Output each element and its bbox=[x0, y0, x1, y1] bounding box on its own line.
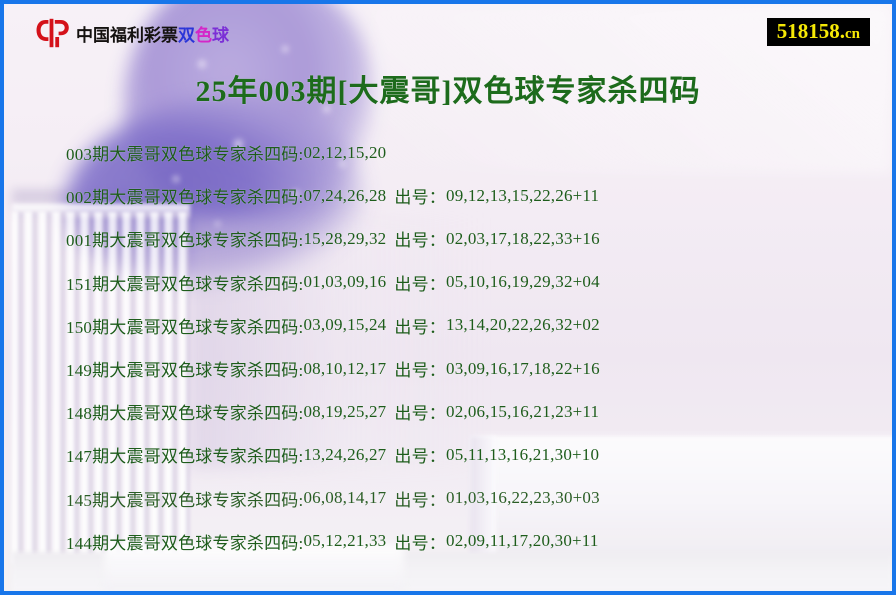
badge-text: 518158.cn bbox=[777, 19, 860, 43]
list-item: 145期大震哥双色球专家杀四码: 06,08,14,17 出号： 01,03,16,2… bbox=[66, 477, 892, 520]
row-kill-numbers: 07,24,26,28 bbox=[303, 185, 387, 205]
list-item: 003期大震哥双色球专家杀四码: 02,12,15,20 bbox=[66, 131, 892, 174]
page-title: 25年003期[大震哥]双色球专家杀四码 bbox=[195, 75, 701, 108]
row-kill-numbers: 08,19,25,27 bbox=[303, 401, 387, 421]
row-kill-numbers: 01,03,09,16 bbox=[303, 272, 387, 292]
row-out-numbers: 09,12,13,15,22,26+11 bbox=[446, 185, 600, 205]
list-item: 151期大震哥双色球专家杀四码: 01,03,09,16 出号： 05,10,16,1… bbox=[66, 261, 892, 304]
list-item: 001期大震哥双色球专家杀四码: 15,28,29,32 出号： 02,03,17,1… bbox=[66, 217, 892, 260]
list-item: 002期大震哥双色球专家杀四码: 07,24,26,28 出号： 09,12,13,1… bbox=[66, 174, 892, 217]
row-out-numbers: 05,10,16,19,29,32+04 bbox=[446, 272, 600, 292]
china-welfare-lottery-emblem-icon bbox=[36, 18, 69, 48]
logo-product-char-2: 色 bbox=[195, 25, 212, 46]
row-out-label: 出号： bbox=[394, 533, 446, 553]
logo-product-char-1: 双 bbox=[178, 25, 195, 46]
row-prefix: 150期大震哥双色球专家杀四码: bbox=[66, 317, 304, 337]
row-prefix: 001期大震哥双色球专家杀四码: bbox=[66, 231, 304, 251]
row-prefix: 151期大震哥双色球专家杀四码: bbox=[66, 274, 304, 294]
list-item: 148期大震哥双色球专家杀四码: 08,19,25,27 出号： 02,06,15,1… bbox=[66, 390, 892, 433]
row-kill-numbers: 02,12,15,20 bbox=[303, 142, 387, 162]
row-out-numbers: 02,09,11,17,20,30+11 bbox=[446, 531, 599, 551]
site-domain-badge[interactable]: 518158.cn bbox=[766, 18, 870, 46]
row-kill-numbers: 06,08,14,17 bbox=[303, 488, 387, 508]
row-out-numbers: 01,03,16,22,23,30+03 bbox=[446, 488, 600, 508]
row-prefix: 147期大震哥双色球专家杀四码: bbox=[66, 447, 304, 467]
row-out-numbers: 02,03,17,18,22,33+16 bbox=[446, 228, 600, 248]
row-kill-numbers: 13,24,26,27 bbox=[303, 444, 387, 464]
row-out-label: 出号： bbox=[394, 490, 446, 510]
logo-product-char-3: 球 bbox=[212, 25, 229, 46]
row-prefix: 003期大震哥双色球专家杀四码: bbox=[66, 145, 304, 165]
row-out-numbers: 02,06,15,16,21,23+11 bbox=[446, 401, 600, 421]
row-kill-numbers: 05,12,21,33 bbox=[303, 531, 387, 551]
row-kill-numbers: 03,09,15,24 bbox=[303, 315, 387, 335]
row-out-label: 出号： bbox=[394, 274, 446, 294]
row-out-label: 出号： bbox=[394, 188, 446, 208]
row-out-numbers: 05,11,13,16,21,30+10 bbox=[446, 444, 600, 464]
row-out-label: 出号： bbox=[394, 361, 446, 381]
list-item: 144期大震哥双色球专家杀四码: 05,12,21,33 出号： 02,09,11,1… bbox=[66, 520, 892, 563]
logo-text: 中国福利彩票双色球 bbox=[76, 21, 229, 46]
list-item: 147期大震哥双色球专家杀四码: 13,24,26,27 出号： 05,11,13,1… bbox=[66, 433, 892, 476]
header: 中国福利彩票双色球 518158.cn bbox=[4, 4, 892, 60]
site-logo[interactable]: 中国福利彩票双色球 bbox=[36, 18, 229, 48]
row-prefix: 148期大震哥双色球专家杀四码: bbox=[66, 404, 304, 424]
row-out-label: 出号： bbox=[394, 447, 446, 467]
row-out-numbers: 03,09,16,17,18,22+16 bbox=[446, 358, 600, 378]
row-prefix: 149期大震哥双色球专家杀四码: bbox=[66, 361, 304, 381]
row-prefix: 002期大震哥双色球专家杀四码: bbox=[66, 188, 304, 208]
row-out-label: 出号： bbox=[394, 317, 446, 337]
row-prefix: 145期大震哥双色球专家杀四码: bbox=[66, 490, 304, 510]
logo-brand-cn: 中国福利彩票 bbox=[76, 25, 178, 46]
list-item: 150期大震哥双色球专家杀四码: 03,09,15,24 出号： 13,14,20,2… bbox=[66, 304, 892, 347]
row-out-label: 出号： bbox=[394, 404, 446, 424]
row-kill-numbers: 15,28,29,32 bbox=[303, 228, 387, 248]
row-kill-numbers: 08,10,12,17 bbox=[303, 358, 387, 378]
list-item: 149期大震哥双色球专家杀四码: 08,10,12,17 出号： 03,09,16,1… bbox=[66, 347, 892, 390]
badge-domain: 518158. bbox=[776, 19, 845, 43]
row-out-numbers: 13,14,20,22,26,32+02 bbox=[446, 315, 600, 335]
badge-tld: cn bbox=[845, 26, 860, 42]
row-out-label: 出号： bbox=[394, 231, 446, 251]
prediction-list: 003期大震哥双色球专家杀四码: 02,12,15,20 002期大震哥双色球专家… bbox=[4, 131, 892, 563]
row-prefix: 144期大震哥双色球专家杀四码: bbox=[66, 533, 304, 553]
